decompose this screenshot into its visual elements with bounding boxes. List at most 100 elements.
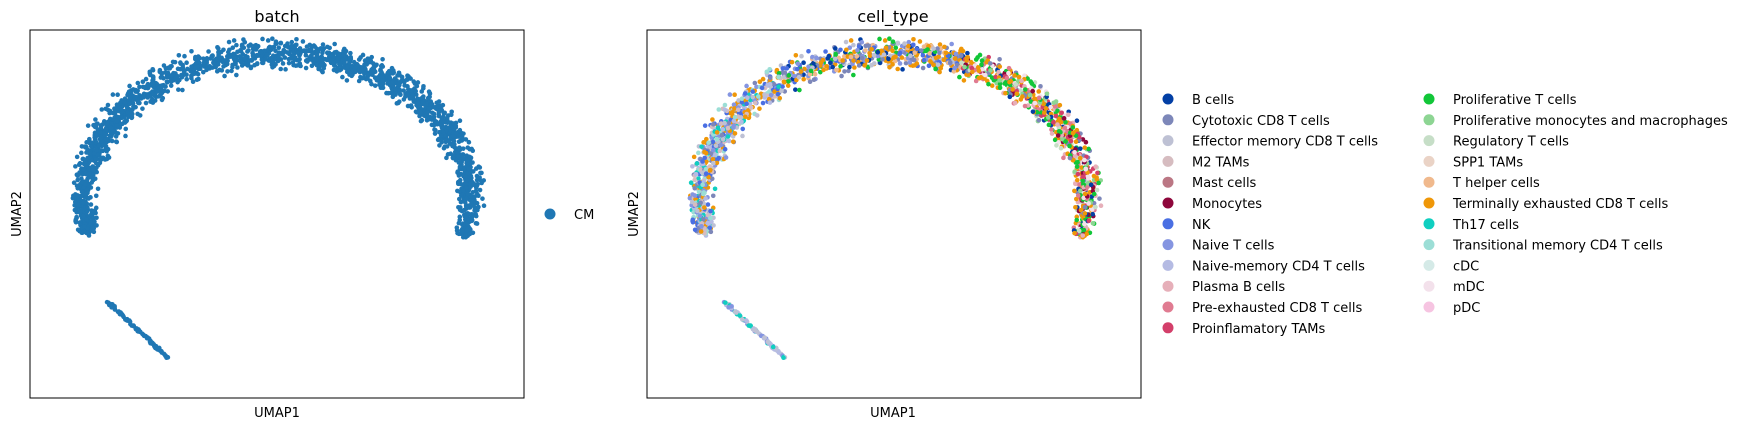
scatter-point	[700, 182, 705, 187]
scatter-point	[851, 58, 856, 63]
panel-title: batch	[254, 7, 299, 26]
scatter-point	[90, 215, 96, 221]
scatter-point	[838, 47, 843, 53]
scatter-point	[832, 56, 838, 62]
scatter-point	[457, 214, 463, 220]
legend-label: SPP1 TAMs	[1453, 155, 1523, 170]
scatter-point	[223, 58, 228, 63]
scatter-point	[273, 39, 279, 44]
scatter-point	[356, 78, 362, 84]
scatter-point	[101, 142, 107, 148]
scatter-point	[122, 96, 128, 101]
scatter-point	[703, 150, 709, 156]
scatter-point	[933, 66, 938, 72]
scatter-point	[427, 91, 433, 97]
scatter-point	[460, 155, 466, 161]
legend-marker	[1162, 218, 1174, 230]
scatter-point	[692, 227, 698, 233]
scatter-point	[1027, 92, 1033, 98]
scatter-point	[105, 102, 111, 108]
scatter-point	[419, 117, 425, 123]
scatter-point	[731, 102, 737, 107]
scatter-point	[294, 42, 299, 48]
scatter-point	[989, 75, 995, 81]
scatter-point	[862, 63, 867, 68]
scatter-point	[75, 227, 81, 233]
scatter-point	[937, 50, 942, 56]
legend-marker	[1423, 218, 1435, 230]
scatter-point	[830, 64, 835, 70]
scatter-point	[282, 55, 288, 60]
scatter-point	[771, 81, 777, 87]
scatter-point	[739, 99, 745, 105]
scatter-point	[94, 223, 99, 228]
scatter-point	[841, 54, 847, 59]
scatter-point	[902, 41, 907, 46]
scatter-point	[799, 53, 804, 59]
scatter-point	[90, 225, 96, 231]
legend-marker	[1162, 176, 1174, 188]
scatter-point	[93, 160, 99, 166]
scatter-point	[1082, 221, 1087, 227]
scatter-point	[165, 70, 171, 75]
scatter-point	[465, 191, 471, 197]
scatter-point	[912, 50, 918, 56]
scatter-point	[221, 64, 226, 69]
scatter-point	[85, 123, 91, 128]
scatter-point	[206, 49, 211, 54]
scatter-point	[130, 101, 136, 106]
scatter-point	[1074, 118, 1080, 124]
scatter-point	[363, 67, 368, 72]
scatter-point	[1083, 139, 1089, 145]
scatter-point	[723, 300, 728, 305]
scatter-point	[359, 68, 365, 74]
scatter-point	[115, 106, 120, 111]
scatter-point	[965, 50, 970, 56]
scatter-point	[260, 36, 265, 42]
scatter-point	[123, 133, 128, 139]
scatter-point	[474, 173, 480, 179]
scatter-point	[143, 76, 149, 82]
scatter-point	[217, 67, 222, 73]
scatter-point	[75, 177, 80, 183]
scatter-point	[710, 121, 716, 127]
scatter-point	[722, 107, 728, 113]
scatter-point	[405, 73, 410, 78]
scatter-point	[808, 68, 814, 74]
scatter-point	[417, 109, 423, 115]
scatter-point	[304, 57, 310, 63]
scatter-point	[786, 73, 792, 78]
scatter-point	[887, 64, 892, 70]
scatter-point	[1053, 113, 1059, 119]
scatter-point	[694, 161, 700, 166]
scatter-point	[1032, 100, 1038, 106]
scatter-point	[962, 64, 967, 70]
scatter-point	[690, 164, 695, 169]
scatter-point	[75, 185, 81, 191]
legend-label: Cytotoxic CD8 T cells	[1192, 114, 1330, 129]
scatter-point	[1051, 120, 1056, 125]
scatter-point	[83, 182, 88, 187]
scatter-point	[276, 45, 282, 51]
scatter-point	[393, 87, 398, 92]
scatter-point	[387, 75, 393, 81]
scatter-point	[239, 44, 245, 49]
scatter-point	[1082, 145, 1088, 150]
panel-title: cell_type	[857, 7, 928, 27]
scatter-point	[380, 64, 386, 69]
scatter-point	[688, 180, 694, 186]
scatter-point	[286, 60, 292, 66]
scatter-point	[704, 136, 709, 142]
scatter-point	[321, 46, 327, 51]
scatter-point	[75, 193, 81, 198]
scatter-point	[273, 62, 278, 67]
scatter-point	[1080, 174, 1085, 180]
scatter-point	[1062, 125, 1068, 131]
scatter-point	[811, 77, 817, 82]
scatter-point	[919, 48, 924, 53]
scatter-point	[1072, 153, 1078, 159]
scatter-point	[123, 317, 128, 322]
scatter-point	[1030, 109, 1036, 114]
scatter-point	[1084, 154, 1089, 160]
legend-marker	[1423, 93, 1435, 105]
